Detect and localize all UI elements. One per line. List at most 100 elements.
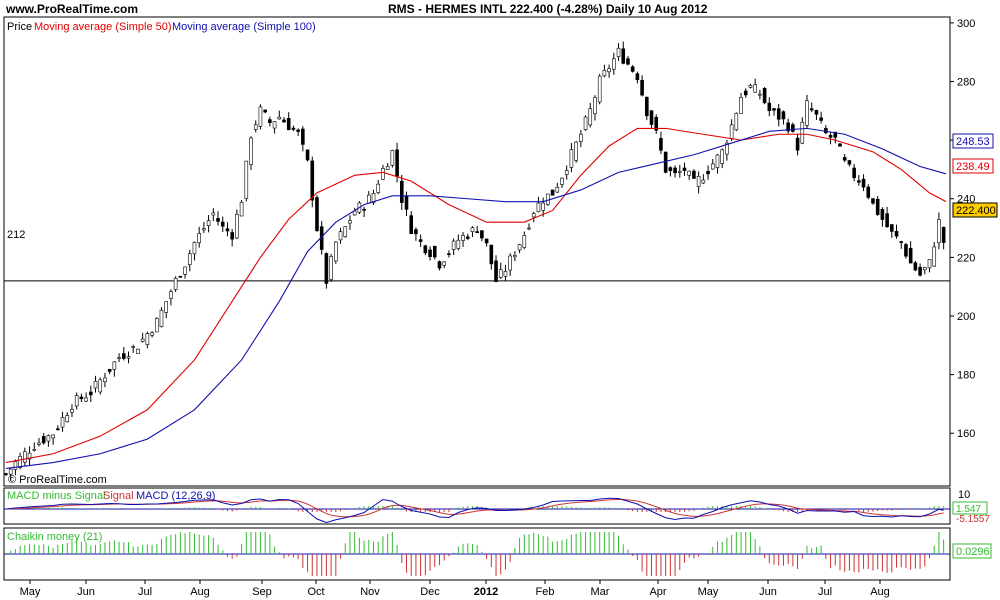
candle-body (310, 160, 315, 201)
candle-body (126, 356, 131, 359)
candle-body (399, 180, 404, 203)
candle-body (677, 171, 682, 173)
y-tick-label: 220 (957, 252, 975, 264)
candle-body (74, 395, 79, 407)
candle-body (828, 135, 833, 138)
candle-body (852, 167, 856, 179)
candle-body (847, 160, 852, 165)
x-tick-label: Feb (536, 586, 555, 598)
candle-body (682, 167, 687, 171)
x-tick-label: Jul (138, 586, 152, 598)
candle-body (414, 229, 418, 235)
candle-body (107, 368, 112, 372)
x-tick-label: Jun (77, 586, 95, 598)
x-tick-label: Apr (649, 586, 666, 598)
candle-body (814, 110, 819, 115)
candle-body (762, 87, 767, 104)
candle-body (593, 97, 597, 115)
candle-body (60, 417, 65, 428)
candle-body (470, 227, 475, 232)
candle-body (79, 396, 84, 400)
candle-body (301, 128, 305, 145)
candle-body (437, 261, 442, 269)
candle-body (121, 353, 126, 359)
x-tick-label: Mar (591, 586, 610, 598)
y-tick-label: 280 (957, 76, 975, 88)
macd-series-group (4, 497, 950, 524)
candle-body (941, 226, 946, 243)
candle-body (489, 244, 494, 265)
candle-body (809, 108, 814, 111)
candle-body (145, 333, 150, 345)
candle-body (913, 262, 918, 271)
candle-body (8, 468, 13, 475)
candle-body (612, 58, 616, 70)
legend-ma50: Moving average (Simple 50) (34, 21, 172, 33)
candle-body (404, 195, 409, 210)
candle-body (880, 208, 885, 220)
candle-body (475, 231, 479, 234)
candle-body (235, 214, 239, 239)
candle-body (136, 348, 140, 354)
chaikin-value: 0.0296 (956, 546, 990, 558)
candle-body (899, 241, 904, 243)
ma50-value: 238.49 (956, 161, 990, 173)
candle-body (37, 442, 41, 445)
candle-body (268, 119, 272, 124)
candle-body (635, 73, 640, 81)
candle-body (423, 245, 428, 254)
candle-body (715, 154, 720, 168)
legend-price: Price (7, 21, 32, 33)
candle-body (663, 151, 668, 173)
candle-body (800, 121, 805, 144)
candle-body (164, 301, 169, 313)
watermark: © ProRealTime.com (8, 474, 107, 486)
macd-line (5, 497, 944, 524)
candle-body (734, 112, 739, 131)
candle-body (70, 408, 74, 413)
candle-body (338, 231, 343, 241)
candle-body (206, 220, 211, 226)
candle-body (187, 253, 192, 265)
chaikin-legend: Chaikin money (21) (7, 531, 102, 543)
x-tick-label: Nov (360, 586, 380, 598)
candle-body (385, 166, 390, 170)
ma100-line (5, 127, 947, 469)
candle-body (390, 150, 395, 166)
candle-body (918, 266, 922, 276)
candle-body (112, 361, 117, 370)
candle-body (833, 131, 838, 138)
site-name: www.ProRealTime.com (6, 2, 139, 16)
candle-body (32, 449, 37, 451)
candle-body (140, 338, 145, 342)
candle-body (725, 142, 729, 155)
candle-body (84, 397, 88, 402)
candle-body (494, 260, 498, 282)
candle-body (381, 168, 385, 180)
candle-body (791, 124, 795, 132)
candle-body (98, 379, 103, 393)
candle-body (649, 110, 654, 125)
candle-body (334, 241, 338, 262)
candle-body (65, 415, 70, 423)
candle-body (239, 201, 244, 217)
candle-body (607, 68, 611, 73)
candle-body (286, 118, 291, 131)
candle-body (687, 170, 692, 176)
candle-body (875, 198, 880, 215)
x-tick-label: Aug (870, 586, 890, 598)
candle-body (522, 235, 527, 248)
candle-body (894, 231, 899, 237)
y-tick-label: 160 (957, 428, 975, 440)
candle-body (527, 227, 531, 230)
support-label: 212 (7, 229, 25, 241)
candle-body (367, 194, 371, 204)
candle-body (277, 116, 282, 120)
candle-body (202, 228, 206, 231)
candle-body (230, 232, 234, 240)
candle-body (315, 197, 319, 231)
candle-body (329, 256, 333, 280)
candle-body (536, 202, 541, 212)
candle-body (371, 193, 376, 204)
candle-body (743, 90, 748, 96)
